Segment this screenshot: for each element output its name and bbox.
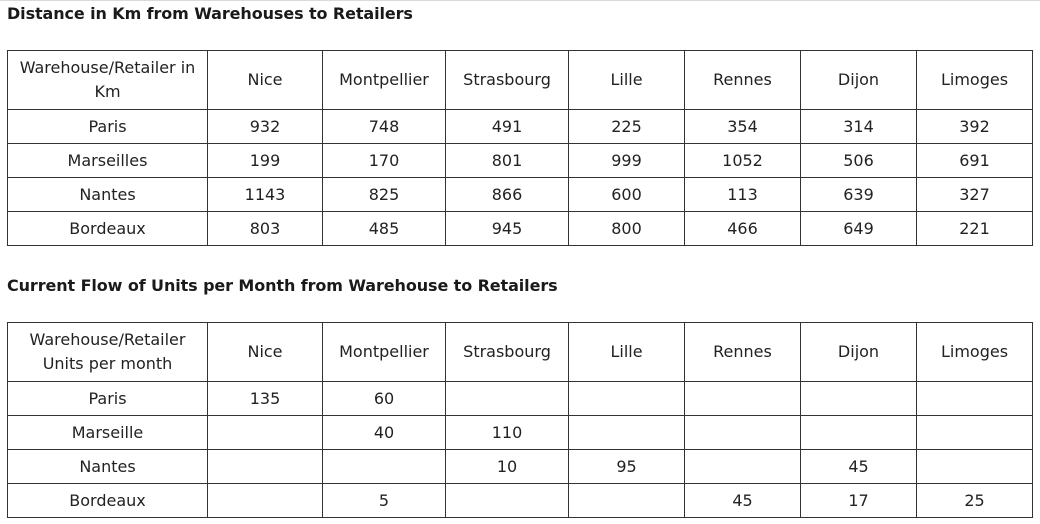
distance-table-body: Warehouse/Retailer in Km Nice Montpellier S… (7, 50, 1033, 246)
table-cell: 113 (684, 177, 801, 212)
table-cell: 354 (684, 109, 801, 144)
table-cell: 40 (322, 415, 446, 450)
table-cell: 60 (322, 381, 446, 416)
column-header-dijon: Dijon (800, 322, 917, 382)
table-cell: 932 (207, 109, 323, 144)
corner-header-cell: Warehouse/Retailer in Km (7, 50, 208, 110)
table-cell (800, 381, 917, 416)
table-cell: 110 (445, 415, 569, 450)
table-cell: 221 (916, 211, 1033, 246)
row-label-nantes: Nantes (7, 177, 208, 212)
row-label-bordeaux: Bordeaux (7, 483, 208, 518)
table-cell (916, 415, 1033, 450)
table-cell: 691 (916, 143, 1033, 178)
table-cell: 135 (207, 381, 323, 416)
table-cell (568, 483, 685, 518)
column-header-limoges: Limoges (916, 322, 1033, 382)
column-header-strasbourg: Strasbourg (445, 322, 569, 382)
table-cell (568, 415, 685, 450)
row-label-bordeaux: Bordeaux (7, 211, 208, 246)
row-label-nantes: Nantes (7, 449, 208, 484)
table-cell (207, 415, 323, 450)
table-cell: 17 (800, 483, 917, 518)
column-header-limoges: Limoges (916, 50, 1033, 110)
table-cell: 199 (207, 143, 323, 178)
table-cell: 10 (445, 449, 569, 484)
table-row: Bordeaux 803 485 945 800 466 649 221 (7, 211, 1033, 246)
table-cell: 649 (800, 211, 917, 246)
distance-table-title: Distance in Km from Warehouses to Retail… (7, 4, 413, 23)
table-cell: 45 (684, 483, 801, 518)
flow-table-title: Current Flow of Units per Month from War… (7, 276, 558, 295)
table-cell (207, 449, 323, 484)
table-cell: 945 (445, 211, 569, 246)
table-cell: 5 (322, 483, 446, 518)
table-cell (568, 381, 685, 416)
table-cell: 801 (445, 143, 569, 178)
header-row: Warehouse/Retailer in Km Nice Montpellier S… (7, 50, 1033, 110)
table-cell: 45 (800, 449, 917, 484)
table-cell: 95 (568, 449, 685, 484)
table-cell (445, 381, 569, 416)
column-header-strasbourg: Strasbourg (445, 50, 569, 110)
table-cell: 327 (916, 177, 1033, 212)
column-header-rennes: Rennes (684, 50, 801, 110)
table-cell: 225 (568, 109, 685, 144)
table-cell: 170 (322, 143, 446, 178)
table-cell: 1143 (207, 177, 323, 212)
table-cell (800, 415, 917, 450)
table-cell (207, 483, 323, 518)
table-cell: 866 (445, 177, 569, 212)
column-header-lille: Lille (568, 322, 685, 382)
table-cell: 506 (800, 143, 917, 178)
row-label-paris: Paris (7, 109, 208, 144)
row-label-marseille: Marseille (7, 415, 208, 450)
table-cell: 485 (322, 211, 446, 246)
table-cell: 803 (207, 211, 323, 246)
table-cell (684, 415, 801, 450)
table-cell (916, 381, 1033, 416)
table-cell (445, 483, 569, 518)
table-cell: 800 (568, 211, 685, 246)
distance-table: Warehouse/Retailer in Km Nice Montpellier S… (7, 50, 1033, 246)
table-cell: 314 (800, 109, 917, 144)
column-header-nice: Nice (207, 322, 323, 382)
column-header-dijon: Dijon (800, 50, 917, 110)
table-cell: 825 (322, 177, 446, 212)
table-row: Bordeaux 5 45 17 25 (7, 483, 1033, 518)
table-row: Marseilles 199 170 801 999 1052 506 691 (7, 143, 1033, 178)
column-header-lille: Lille (568, 50, 685, 110)
column-header-montpellier: Montpellier (322, 322, 446, 382)
table-row: Nantes 1143 825 866 600 113 639 327 (7, 177, 1033, 212)
table-row: Paris 135 60 (7, 381, 1033, 416)
table-row: Marseille 40 110 (7, 415, 1033, 450)
row-label-marseilles: Marseilles (7, 143, 208, 178)
column-header-rennes: Rennes (684, 322, 801, 382)
table-cell: 639 (800, 177, 917, 212)
column-header-montpellier: Montpellier (322, 50, 446, 110)
flow-table: Warehouse/Retailer Units per month Nice Mo… (7, 322, 1033, 518)
column-header-nice: Nice (207, 50, 323, 110)
table-cell (322, 449, 446, 484)
table-row: Nantes 10 95 45 (7, 449, 1033, 484)
flow-table-body: Warehouse/Retailer Units per month Nice Mo… (7, 322, 1033, 518)
header-row: Warehouse/Retailer Units per month Nice Mo… (7, 322, 1033, 382)
top-divider (0, 0, 1040, 1)
table-cell (684, 381, 801, 416)
table-cell: 25 (916, 483, 1033, 518)
table-cell: 1052 (684, 143, 801, 178)
table-row: Paris 932 748 491 225 354 314 392 (7, 109, 1033, 144)
table-cell: 600 (568, 177, 685, 212)
table-cell (916, 449, 1033, 484)
table-cell: 466 (684, 211, 801, 246)
corner-header-cell: Warehouse/Retailer Units per month (7, 322, 208, 382)
table-cell (684, 449, 801, 484)
table-cell: 748 (322, 109, 446, 144)
table-cell: 392 (916, 109, 1033, 144)
table-cell: 491 (445, 109, 569, 144)
table-cell: 999 (568, 143, 685, 178)
row-label-paris: Paris (7, 381, 208, 416)
